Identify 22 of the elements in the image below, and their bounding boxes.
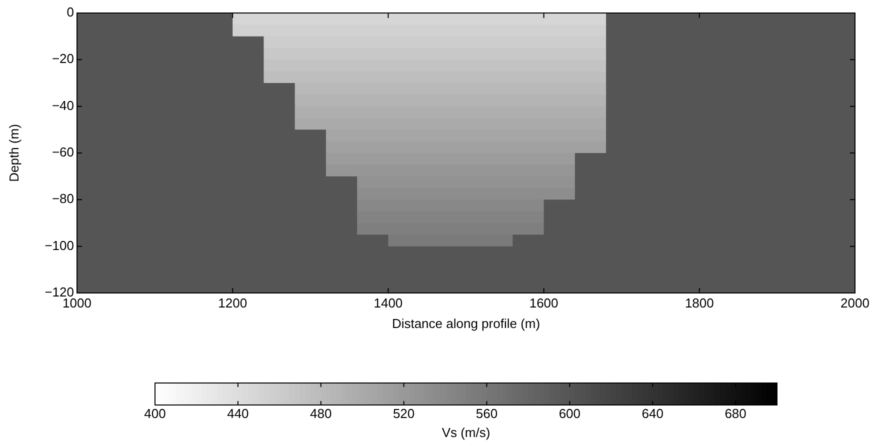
y-axis-title: Depth (m) (6, 124, 22, 182)
color-bar-label: 600 (558, 406, 581, 422)
x-tick-label: 1200 (218, 295, 248, 310)
color-bar-label: 680 (724, 406, 746, 422)
x-tick-label: 1400 (374, 295, 403, 310)
x-tick-label: 1600 (529, 295, 558, 310)
color-bar-label: 400 (144, 406, 166, 422)
x-tick-label: 1800 (684, 295, 714, 310)
color-bar-label: 520 (392, 406, 415, 422)
y-tick-label: −100 (44, 238, 74, 253)
color-bar-label: 480 (310, 406, 332, 422)
x-axis-title: Distance along profile (m) (392, 316, 540, 331)
y-tick-label: 0 (66, 4, 74, 20)
y-tick-label: −60 (52, 144, 74, 160)
y-tick-label: −20 (52, 51, 74, 66)
color-bar-label: 640 (642, 406, 664, 422)
x-tick-label: 2000 (840, 295, 870, 310)
y-tick-label: −80 (52, 191, 74, 206)
y-tick-label: −40 (52, 98, 74, 113)
color-bar-label: 440 (227, 406, 249, 422)
color-bar-label: 560 (476, 406, 498, 422)
color-bar-title: Vs (m/s) (442, 425, 490, 440)
